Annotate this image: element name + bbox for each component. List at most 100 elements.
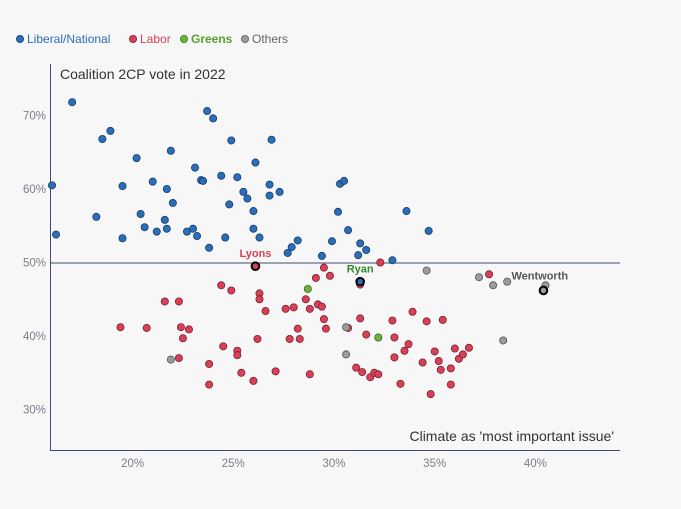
x-tick-label: 40% xyxy=(524,458,547,470)
point-labor xyxy=(293,324,302,333)
point-liberal-national xyxy=(166,146,175,155)
point-labor xyxy=(438,315,447,324)
data-points xyxy=(48,98,550,399)
y-tick-label: 60% xyxy=(23,184,46,196)
x-tick-label: 35% xyxy=(423,458,446,470)
point-liberal-national xyxy=(362,246,371,255)
point-others xyxy=(342,350,351,359)
point-others xyxy=(489,281,498,290)
point-labor xyxy=(184,325,193,334)
point-labor xyxy=(295,334,304,343)
point-liberal-national xyxy=(217,171,226,180)
point-liberal-national xyxy=(48,181,57,190)
point-liberal-national xyxy=(221,233,230,242)
point-liberal-national xyxy=(162,224,171,233)
point-labor xyxy=(388,316,397,325)
point-liberal-national xyxy=(334,207,343,216)
point-liberal-national xyxy=(118,234,127,243)
point-liberal-national xyxy=(152,227,161,236)
x-tick-label: 30% xyxy=(322,458,345,470)
point-labor xyxy=(450,344,459,353)
point-liberal-national xyxy=(424,226,433,235)
point-labor xyxy=(430,347,439,356)
highlight-label-ryan: Ryan xyxy=(347,264,374,276)
point-labor xyxy=(178,334,187,343)
point-liberal-national xyxy=(136,209,145,218)
point-liberal-national xyxy=(251,158,260,167)
point-labor xyxy=(142,323,151,332)
point-labor xyxy=(485,270,494,279)
point-liberal-national xyxy=(265,191,274,200)
point-liberal-national xyxy=(327,237,336,246)
point-labor xyxy=(217,281,226,290)
point-liberal-national xyxy=(233,173,242,182)
point-liberal-national xyxy=(402,207,411,216)
legend-label-greens: Greens xyxy=(191,32,233,46)
point-labor xyxy=(434,357,443,366)
point-labor xyxy=(400,346,409,355)
x-axis-ticks: 20% 25% 30% 35% 40% xyxy=(121,458,547,470)
point-labor xyxy=(176,323,185,332)
point-labor xyxy=(219,342,228,351)
legend-marker-greens xyxy=(179,35,188,44)
point-liberal-national xyxy=(267,135,276,144)
x-tick-label: 20% xyxy=(121,458,144,470)
legend-marker-liberal-national xyxy=(15,35,24,44)
point-others xyxy=(166,355,175,364)
point-liberal-national xyxy=(98,134,107,143)
point-liberal-national xyxy=(68,98,77,107)
point-liberal-national xyxy=(283,248,292,257)
point-labor xyxy=(404,340,413,349)
point-liberal-national xyxy=(317,251,326,260)
point-labor xyxy=(376,258,385,267)
point-labor xyxy=(436,365,445,374)
point-liberal-national xyxy=(239,187,248,196)
legend-item-others: Others xyxy=(240,32,288,46)
point-liberal-national xyxy=(118,182,127,191)
point-labor xyxy=(321,324,330,333)
point-labor xyxy=(281,304,290,313)
point-liberal-national xyxy=(249,207,258,216)
point-liberal-national xyxy=(162,184,171,193)
point-labor xyxy=(374,370,383,379)
point-labor xyxy=(261,307,270,316)
point-labor xyxy=(253,334,262,343)
highlight-point-wentworth xyxy=(538,285,549,296)
y-tick-label: 40% xyxy=(23,331,46,343)
point-labor xyxy=(317,302,326,311)
point-liberal-national xyxy=(354,251,363,260)
point-liberal-national xyxy=(356,239,365,248)
point-liberal-national xyxy=(193,232,202,241)
point-labor xyxy=(390,333,399,342)
point-labor xyxy=(305,304,314,313)
chart-title: Coalition 2CP vote in 2022 xyxy=(60,66,226,82)
point-labor xyxy=(446,380,455,389)
point-liberal-national xyxy=(205,243,214,252)
highlight-point-lyons xyxy=(250,261,261,271)
point-labor xyxy=(289,303,298,312)
legend-label-liberal-national: Liberal/National xyxy=(27,32,110,46)
point-labor xyxy=(418,358,427,367)
point-liberal-national xyxy=(160,215,169,224)
point-liberal-national xyxy=(106,126,115,135)
point-labor xyxy=(352,363,361,372)
highlight-label-lyons: Lyons xyxy=(239,248,271,260)
point-labor xyxy=(174,354,183,363)
point-liberal-national xyxy=(189,224,198,233)
point-greens xyxy=(374,333,383,342)
point-labor xyxy=(356,314,365,323)
point-labor xyxy=(237,368,246,377)
point-labor xyxy=(458,350,467,359)
point-labor xyxy=(227,286,236,295)
point-others xyxy=(475,273,484,282)
point-liberal-national xyxy=(243,194,252,203)
point-labor xyxy=(160,297,169,306)
point-liberal-national xyxy=(132,154,141,163)
y-tick-label: 50% xyxy=(23,258,46,270)
point-liberal-national xyxy=(340,176,349,185)
point-liberal-national xyxy=(225,200,234,209)
point-labor xyxy=(319,315,328,324)
point-labor xyxy=(285,334,294,343)
point-liberal-national xyxy=(148,177,157,186)
